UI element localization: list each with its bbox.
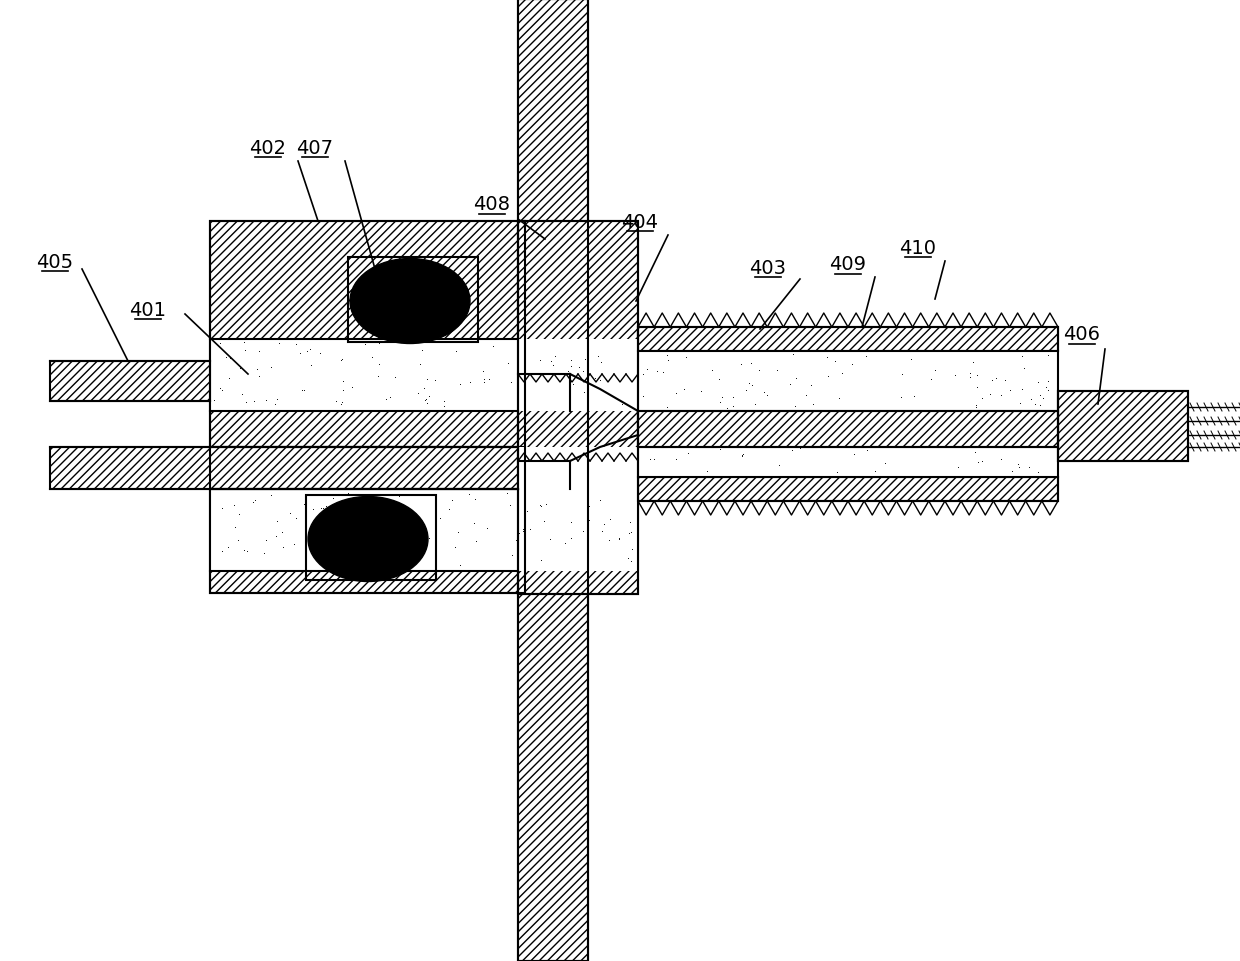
Bar	[50, 361, 210, 402]
Bar	[518, 0, 588, 961]
Bar	[518, 361, 639, 402]
Bar	[1058, 391, 1188, 461]
Bar	[348, 258, 477, 343]
Bar	[210, 222, 525, 593]
Bar	[210, 489, 525, 572]
Bar	[639, 352, 1058, 478]
Text: 401: 401	[129, 300, 166, 319]
Text: 410: 410	[899, 238, 936, 258]
Ellipse shape	[350, 259, 470, 344]
Bar	[639, 328, 1058, 352]
Bar	[306, 496, 436, 580]
Bar	[518, 0, 588, 961]
Bar	[518, 222, 639, 595]
Text: 406: 406	[1064, 325, 1101, 344]
Bar	[639, 411, 1058, 448]
Bar	[639, 478, 1058, 502]
Text: 403: 403	[749, 259, 786, 277]
Text: 402: 402	[249, 138, 286, 158]
Bar	[639, 328, 1058, 502]
Bar	[518, 489, 639, 572]
Ellipse shape	[308, 497, 428, 582]
Bar	[518, 448, 639, 489]
Bar	[518, 222, 639, 595]
Bar	[1058, 391, 1188, 461]
Bar	[518, 375, 570, 411]
Bar	[518, 461, 570, 489]
Text: 408: 408	[474, 195, 511, 214]
Bar	[210, 448, 525, 489]
Bar	[210, 339, 525, 411]
Bar	[518, 339, 639, 411]
Text: 405: 405	[36, 252, 73, 271]
Text: 407: 407	[296, 138, 334, 158]
Text: 404: 404	[621, 212, 658, 232]
Bar	[210, 361, 525, 402]
Bar	[210, 222, 525, 593]
Bar	[50, 448, 518, 489]
Text: 409: 409	[830, 256, 867, 274]
